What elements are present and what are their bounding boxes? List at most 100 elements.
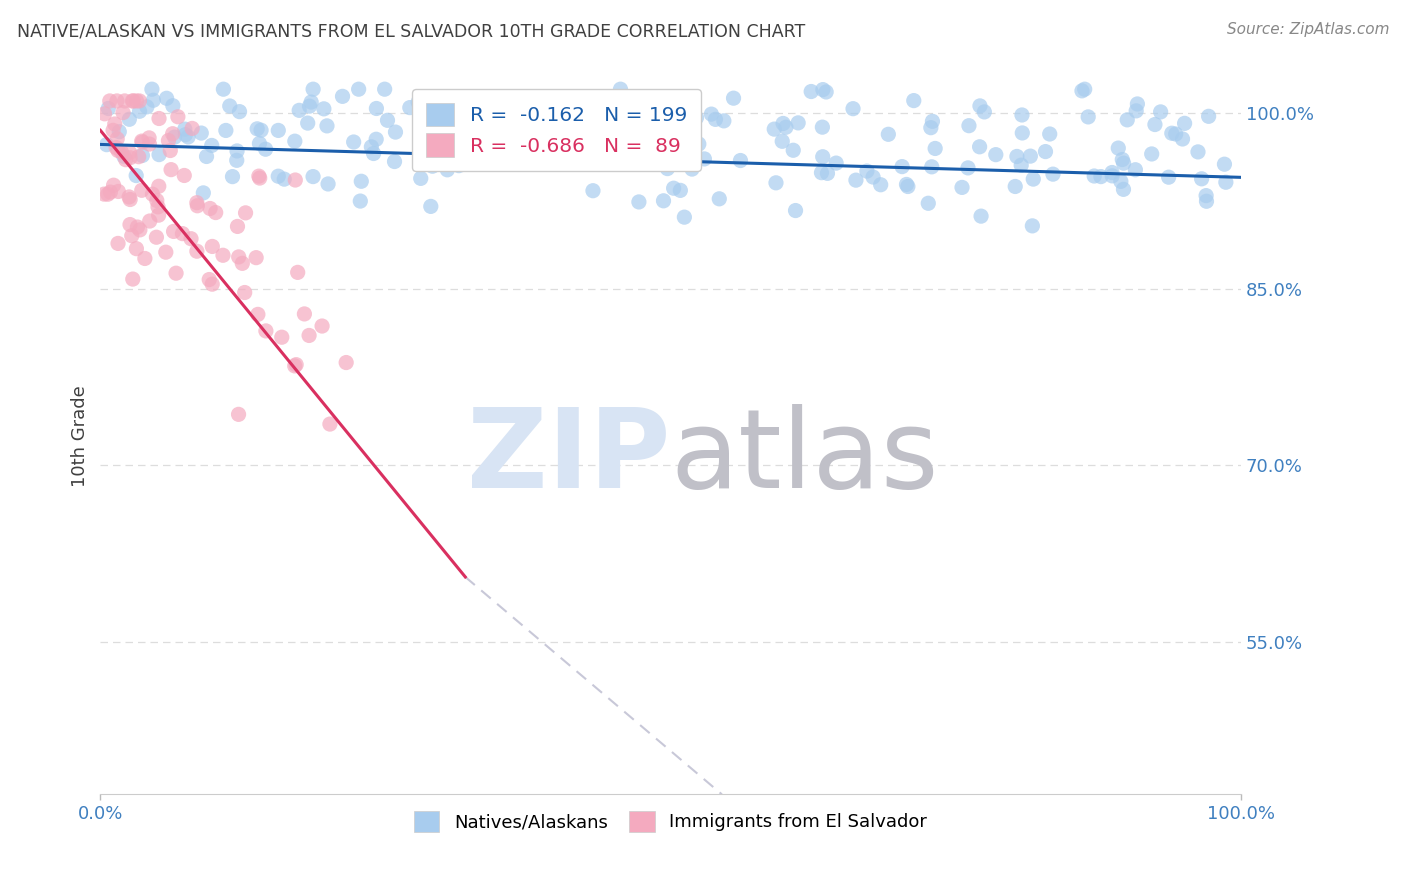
Point bbox=[1073, 82, 1095, 96]
Point bbox=[422, 94, 444, 108]
Point bbox=[973, 104, 995, 119]
Point bbox=[688, 136, 710, 151]
Point bbox=[121, 228, 143, 243]
Point bbox=[1071, 84, 1094, 98]
Point bbox=[201, 277, 224, 292]
Point bbox=[204, 205, 226, 219]
Point bbox=[186, 244, 208, 259]
Point bbox=[921, 114, 943, 128]
Point bbox=[591, 155, 613, 169]
Point bbox=[763, 122, 786, 136]
Point bbox=[105, 94, 128, 108]
Point bbox=[162, 99, 184, 113]
Point bbox=[565, 123, 588, 137]
Point bbox=[557, 138, 579, 153]
Point bbox=[475, 120, 498, 134]
Point bbox=[302, 82, 325, 96]
Point bbox=[770, 134, 793, 148]
Point bbox=[190, 126, 212, 140]
Point bbox=[284, 173, 307, 187]
Point bbox=[1004, 179, 1026, 194]
Point bbox=[162, 127, 184, 141]
Point bbox=[128, 94, 150, 108]
Point bbox=[297, 116, 319, 130]
Point bbox=[245, 251, 267, 265]
Text: NATIVE/ALASKAN VS IMMIGRANTS FROM EL SALVADOR 10TH GRADE CORRELATION CHART: NATIVE/ALASKAN VS IMMIGRANTS FROM EL SAL… bbox=[17, 22, 806, 40]
Point bbox=[298, 99, 321, 113]
Point bbox=[298, 328, 321, 343]
Point bbox=[467, 90, 489, 104]
Point bbox=[174, 128, 197, 142]
Point bbox=[406, 95, 429, 110]
Point bbox=[1112, 156, 1135, 170]
Point bbox=[458, 150, 481, 164]
Point bbox=[1157, 170, 1180, 185]
Point bbox=[413, 115, 436, 129]
Point bbox=[447, 159, 470, 173]
Point bbox=[131, 134, 153, 148]
Point bbox=[201, 138, 224, 153]
Point bbox=[451, 113, 474, 128]
Point bbox=[456, 95, 478, 110]
Point bbox=[627, 194, 650, 209]
Point bbox=[267, 123, 290, 137]
Point bbox=[302, 169, 325, 184]
Point bbox=[460, 135, 482, 149]
Point bbox=[122, 94, 145, 108]
Point bbox=[398, 101, 420, 115]
Point bbox=[817, 166, 839, 180]
Point bbox=[1019, 149, 1042, 163]
Point bbox=[810, 166, 832, 180]
Point bbox=[343, 135, 366, 149]
Point bbox=[969, 140, 991, 154]
Point bbox=[862, 169, 884, 184]
Point bbox=[891, 160, 914, 174]
Point bbox=[246, 121, 269, 136]
Point bbox=[956, 161, 979, 175]
Point bbox=[155, 91, 177, 105]
Text: ZIP: ZIP bbox=[467, 404, 671, 511]
Point bbox=[177, 129, 200, 144]
Point bbox=[225, 153, 247, 168]
Point bbox=[249, 171, 271, 186]
Point bbox=[131, 183, 153, 197]
Point bbox=[316, 119, 339, 133]
Point bbox=[1125, 103, 1147, 118]
Point bbox=[148, 112, 170, 126]
Point bbox=[228, 408, 250, 422]
Point bbox=[249, 136, 271, 151]
Point bbox=[856, 164, 879, 178]
Point bbox=[284, 134, 307, 148]
Point bbox=[1149, 104, 1171, 119]
Point bbox=[533, 93, 555, 107]
Point bbox=[1191, 171, 1213, 186]
Text: atlas: atlas bbox=[671, 404, 939, 511]
Point bbox=[723, 91, 745, 105]
Point bbox=[107, 144, 129, 158]
Y-axis label: 10th Grade: 10th Grade bbox=[72, 385, 89, 487]
Point bbox=[347, 82, 370, 96]
Point bbox=[131, 148, 153, 162]
Point bbox=[125, 242, 148, 256]
Point bbox=[432, 105, 454, 120]
Point bbox=[250, 123, 273, 137]
Point bbox=[360, 140, 382, 154]
Point bbox=[704, 112, 727, 127]
Point bbox=[198, 202, 221, 216]
Point bbox=[212, 248, 235, 262]
Point bbox=[120, 193, 142, 207]
Point bbox=[460, 120, 482, 135]
Point bbox=[436, 162, 458, 177]
Point bbox=[970, 209, 993, 223]
Point bbox=[195, 149, 218, 163]
Point bbox=[97, 187, 120, 202]
Point bbox=[366, 132, 388, 146]
Point bbox=[114, 94, 136, 108]
Point bbox=[118, 145, 141, 160]
Point bbox=[134, 252, 156, 266]
Point bbox=[811, 82, 834, 96]
Point bbox=[685, 111, 707, 125]
Point bbox=[128, 150, 150, 164]
Point bbox=[782, 143, 804, 157]
Point bbox=[226, 219, 249, 234]
